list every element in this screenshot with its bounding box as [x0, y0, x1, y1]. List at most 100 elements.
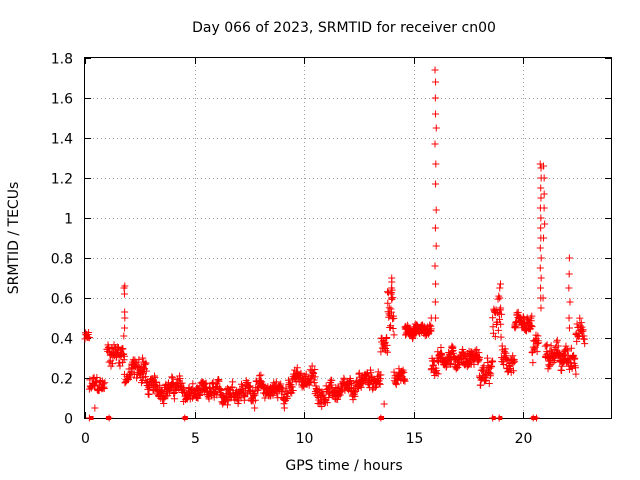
data-point	[168, 373, 176, 381]
data-point	[572, 364, 580, 372]
data-point	[348, 381, 356, 389]
data-point	[579, 326, 587, 334]
data-point	[543, 341, 551, 349]
data-point	[433, 367, 441, 375]
data-point	[565, 324, 573, 332]
x-tick-label: 20	[515, 431, 533, 447]
data-point	[310, 379, 318, 387]
data-point	[224, 397, 232, 405]
data-point	[537, 214, 545, 222]
data-point	[400, 368, 408, 376]
data-point	[565, 284, 573, 292]
zero-marker	[183, 416, 188, 420]
data-point	[383, 348, 391, 356]
data-point	[540, 162, 548, 170]
data-point	[288, 383, 296, 391]
data-point	[535, 339, 543, 347]
data-point	[170, 395, 178, 403]
data-point	[121, 379, 129, 387]
zero-marker	[531, 416, 536, 420]
data-point	[432, 78, 440, 86]
data-point	[121, 282, 129, 290]
data-point	[389, 324, 397, 332]
zero-marker	[533, 416, 538, 420]
data-point	[388, 278, 396, 286]
data-point	[121, 324, 129, 332]
data-point	[364, 381, 372, 389]
data-point	[427, 314, 435, 322]
data-point	[349, 396, 357, 404]
data-point	[540, 234, 548, 242]
data-point	[108, 344, 116, 352]
data-point	[351, 392, 359, 400]
data-point	[399, 377, 407, 385]
data-point	[540, 190, 548, 198]
data-point	[364, 369, 372, 377]
data-point	[571, 354, 579, 362]
data-point	[139, 354, 147, 362]
data-point	[475, 349, 483, 357]
data-point	[531, 343, 539, 351]
data-point	[437, 343, 445, 351]
data-point	[297, 369, 305, 377]
data-point	[139, 376, 147, 384]
data-point	[540, 204, 548, 212]
data-point	[547, 342, 555, 350]
data-point	[506, 365, 514, 373]
data-point	[116, 362, 124, 370]
data-point	[120, 332, 128, 340]
x-tick-label: 5	[191, 431, 200, 447]
data-point	[496, 280, 504, 288]
data-point	[292, 378, 300, 386]
data-point	[319, 390, 327, 398]
data-point	[255, 372, 263, 380]
data-point	[558, 362, 566, 370]
data-point	[553, 336, 561, 344]
data-point	[431, 224, 439, 232]
data-point	[251, 404, 259, 412]
data-point	[178, 379, 186, 387]
x-tick-label: 10	[296, 431, 314, 447]
zero-marker	[107, 416, 112, 420]
data-point	[91, 404, 99, 412]
data-point	[246, 382, 254, 390]
data-point	[377, 348, 385, 356]
data-point	[459, 346, 467, 354]
data-point	[509, 367, 517, 375]
x-axis-label: GPS time / hours	[285, 458, 402, 474]
chart-title: Day 066 of 2023, SRMTID for receiver cn0…	[192, 20, 496, 36]
data-point	[384, 299, 392, 307]
data-point	[536, 264, 544, 272]
data-point	[537, 304, 545, 312]
data-point	[432, 206, 440, 214]
data-point	[489, 358, 497, 366]
zero-marker	[498, 416, 503, 420]
data-point	[121, 314, 129, 322]
data-point	[529, 359, 537, 367]
data-point	[311, 373, 319, 381]
data-point	[121, 308, 129, 316]
data-point	[251, 396, 259, 404]
data-point	[496, 284, 504, 292]
data-point	[310, 369, 318, 377]
data-point	[431, 140, 439, 148]
y-tick-label: 1.6	[51, 92, 73, 108]
data-point	[401, 377, 409, 385]
data-point	[511, 357, 519, 365]
data-point	[431, 298, 439, 306]
x-tick-label: 15	[406, 431, 424, 447]
data-point	[101, 379, 109, 387]
data-point	[390, 314, 398, 322]
data-point	[105, 358, 113, 366]
data-point	[496, 294, 504, 302]
data-point	[541, 220, 549, 228]
gridlines	[85, 58, 611, 418]
data-point	[145, 390, 153, 398]
y-tick-label: 1.4	[51, 132, 73, 148]
data-point	[432, 180, 440, 188]
data-point	[540, 174, 548, 182]
data-point	[387, 284, 395, 292]
data-point	[537, 254, 545, 262]
data-point	[443, 361, 451, 369]
